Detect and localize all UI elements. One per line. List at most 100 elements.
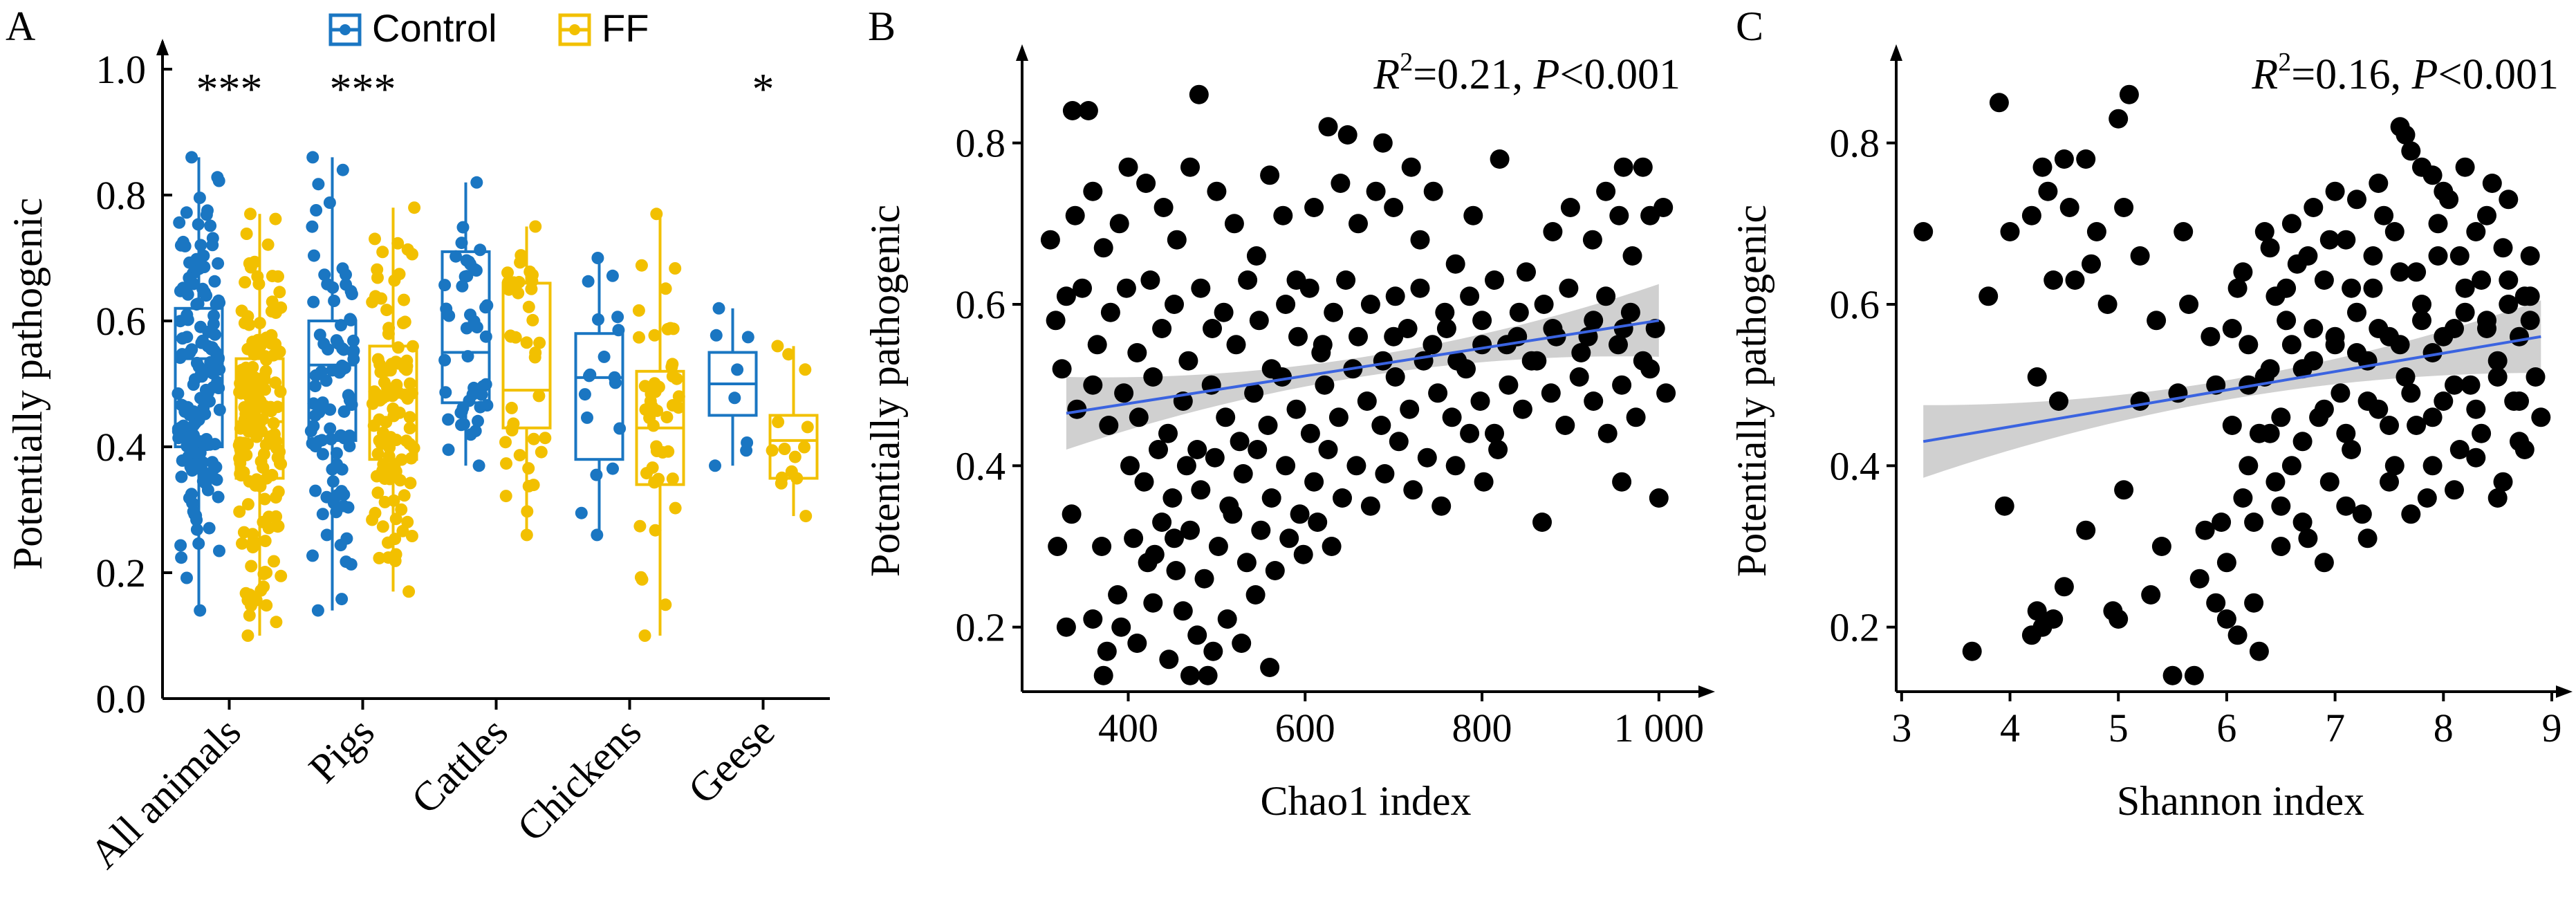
ff-point bbox=[391, 341, 405, 354]
ff-point bbox=[374, 365, 387, 378]
panel-b-point bbox=[1324, 302, 1344, 322]
control-point bbox=[172, 432, 185, 445]
ff-point bbox=[239, 367, 252, 380]
ff-point bbox=[633, 519, 647, 533]
panel-b-point bbox=[1360, 496, 1380, 516]
panel-b-point bbox=[1180, 157, 1200, 177]
panel-b-y-axis-arrow bbox=[1016, 44, 1028, 61]
ff-point bbox=[660, 411, 674, 424]
panel-b-point bbox=[1223, 504, 1243, 524]
ff-point bbox=[265, 337, 278, 350]
ff-point bbox=[395, 503, 408, 516]
panel-c-point bbox=[2271, 407, 2291, 427]
control-point bbox=[185, 488, 198, 501]
ff-point bbox=[398, 388, 411, 401]
control-point bbox=[308, 380, 322, 393]
panel-a-category-label: Chickens bbox=[508, 709, 650, 851]
panel-c-point bbox=[2059, 198, 2079, 217]
panel-b-point bbox=[1111, 617, 1131, 637]
ff-point bbox=[375, 292, 388, 305]
panel-b-point bbox=[1410, 230, 1430, 250]
panel-b-point bbox=[1109, 214, 1129, 234]
panel-c-x-axis-arrow bbox=[2556, 685, 2573, 698]
panel-b-point bbox=[1246, 246, 1266, 266]
control-point bbox=[340, 278, 353, 291]
panel-c-point bbox=[2304, 319, 2324, 338]
ff-point bbox=[241, 498, 254, 511]
panel-b-point bbox=[1385, 286, 1405, 306]
panel-c-point bbox=[2195, 520, 2215, 540]
panel-c-point bbox=[2271, 537, 2291, 556]
panel-b-point bbox=[1166, 561, 1186, 580]
control-point bbox=[212, 382, 225, 394]
panel-c-point bbox=[2352, 504, 2372, 524]
ff-point bbox=[378, 472, 391, 486]
panel-b-point bbox=[1083, 609, 1103, 629]
ff-point bbox=[799, 363, 812, 376]
ff-point bbox=[248, 255, 261, 268]
panel-a-significance-mark: * bbox=[752, 64, 775, 113]
ff-point bbox=[645, 387, 658, 400]
panel-b-point bbox=[1149, 440, 1168, 459]
control-point bbox=[180, 206, 193, 219]
control-point bbox=[208, 328, 221, 341]
ff-point bbox=[275, 569, 288, 582]
panel-b-point bbox=[1360, 295, 1380, 314]
panel-c-point bbox=[2422, 456, 2443, 476]
ff-point bbox=[672, 390, 685, 403]
panel-c-point bbox=[2189, 569, 2209, 589]
ff-point bbox=[244, 208, 257, 221]
panel-c-point bbox=[2325, 326, 2345, 347]
control-point bbox=[470, 321, 483, 334]
panel-b-point bbox=[1258, 416, 1278, 435]
ff-point bbox=[650, 208, 663, 221]
panel-b-point bbox=[1470, 391, 1490, 411]
control-point bbox=[195, 336, 208, 349]
control-point bbox=[343, 394, 356, 407]
ff-point bbox=[398, 489, 411, 502]
panel-b-point bbox=[1143, 367, 1163, 387]
panel-b-point bbox=[1653, 198, 1674, 217]
panel-c-x-tick-label: 9 bbox=[2542, 706, 2562, 750]
panel-c-point bbox=[2466, 399, 2486, 419]
panel-c-point bbox=[2526, 367, 2546, 387]
ff-point bbox=[380, 304, 393, 317]
panel-b-point bbox=[1040, 230, 1060, 250]
ff-point bbox=[527, 432, 540, 445]
panel-b-point bbox=[1527, 351, 1547, 371]
panel-c-point bbox=[2336, 423, 2356, 443]
panel-c-point bbox=[2277, 311, 2297, 331]
ff-point bbox=[659, 598, 672, 611]
panel-c-point bbox=[2147, 311, 2167, 331]
panel-b-point bbox=[1145, 544, 1165, 564]
ff-point bbox=[402, 585, 416, 598]
ff-point bbox=[513, 449, 526, 462]
panel-b-point bbox=[1114, 383, 1134, 403]
ff-point bbox=[401, 243, 414, 256]
panel-b-point bbox=[1609, 205, 1629, 225]
ff-point bbox=[533, 336, 546, 349]
control-point bbox=[201, 204, 214, 217]
ff-point bbox=[499, 490, 512, 503]
ff-point bbox=[648, 377, 661, 390]
control-point bbox=[741, 436, 754, 449]
panel-c-point bbox=[2314, 553, 2334, 573]
panel-b-point bbox=[1097, 641, 1117, 661]
panel-b-point bbox=[1609, 335, 1628, 355]
panel-c-point bbox=[2233, 488, 2253, 508]
panel-b-point bbox=[1083, 181, 1103, 201]
ff-point bbox=[253, 317, 266, 330]
panel-c-y-tick-label: 0.8 bbox=[1830, 121, 1880, 166]
ff-point bbox=[259, 383, 272, 396]
panel-b-point bbox=[1187, 440, 1207, 459]
panel-b-x-axis-title: Chao1 index bbox=[1261, 778, 1472, 824]
control-point bbox=[306, 151, 319, 164]
panel-b-y-tick-label: 0.6 bbox=[956, 282, 1006, 327]
panel-b-point bbox=[1260, 658, 1280, 677]
ff-point bbox=[659, 282, 672, 295]
panel-c-point bbox=[2298, 246, 2318, 266]
panel-b-point bbox=[1318, 117, 1338, 137]
panel-c-point bbox=[2384, 222, 2404, 241]
panel-b-point bbox=[1534, 295, 1554, 314]
ff-point bbox=[403, 422, 416, 434]
